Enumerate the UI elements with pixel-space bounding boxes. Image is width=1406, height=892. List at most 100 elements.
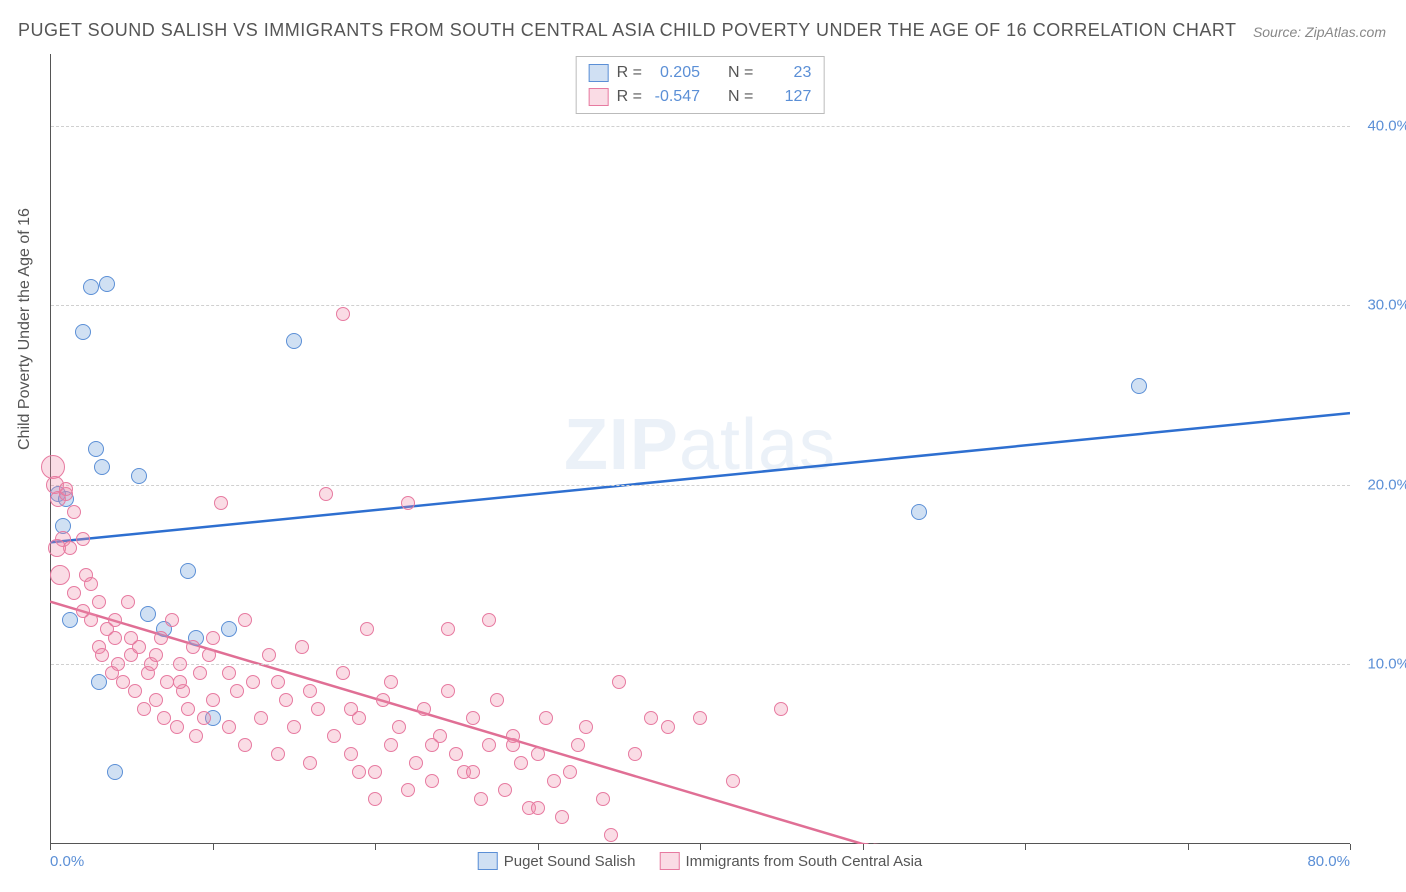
data-point [417, 702, 431, 716]
data-point [246, 675, 260, 689]
data-point [99, 276, 115, 292]
data-point [108, 613, 122, 627]
data-point [628, 747, 642, 761]
data-point [88, 441, 104, 457]
data-point [107, 764, 123, 780]
data-point [149, 693, 163, 707]
data-point [121, 595, 135, 609]
legend-item-blue: Puget Sound Salish [478, 852, 636, 870]
data-point [571, 738, 585, 752]
data-point [531, 747, 545, 761]
x-tick-mark [213, 844, 214, 850]
data-point [92, 595, 106, 609]
data-point [376, 693, 390, 707]
data-point [644, 711, 658, 725]
data-point [222, 720, 236, 734]
x-tick-mark [700, 844, 701, 850]
data-point [539, 711, 553, 725]
data-point [612, 675, 626, 689]
stats-legend-box: R = 0.205 N = 23 R = -0.547 N = 127 [576, 56, 825, 114]
y-tick-label: 30.0% [1355, 297, 1406, 314]
data-point [67, 586, 81, 600]
data-point [111, 657, 125, 671]
data-point [84, 613, 98, 627]
n-value-pink: 127 [761, 85, 811, 109]
data-point [95, 648, 109, 662]
data-point [726, 774, 740, 788]
legend-bottom: Puget Sound Salish Immigrants from South… [478, 852, 923, 870]
data-point [222, 666, 236, 680]
data-point [180, 563, 196, 579]
data-point [50, 565, 70, 585]
swatch-blue-icon [478, 852, 498, 870]
data-point [238, 738, 252, 752]
data-point [131, 468, 147, 484]
r-label: R = [617, 85, 642, 109]
data-point [490, 693, 504, 707]
x-tick-mark [1188, 844, 1189, 850]
data-point [84, 577, 98, 591]
data-point [271, 747, 285, 761]
data-point [279, 693, 293, 707]
data-point [579, 720, 593, 734]
data-point [197, 711, 211, 725]
data-point [506, 738, 520, 752]
data-point [531, 801, 545, 815]
data-point [319, 487, 333, 501]
data-point [221, 621, 237, 637]
r-value-blue: 0.205 [650, 61, 700, 85]
x-tick-mark [50, 844, 51, 850]
watermark: ZIPatlas [564, 404, 836, 486]
x-tick-mark [538, 844, 539, 850]
source-text: Source: ZipAtlas.com [1253, 24, 1386, 40]
data-point [67, 505, 81, 519]
data-point [425, 738, 439, 752]
data-point [108, 631, 122, 645]
data-point [498, 783, 512, 797]
data-point [149, 648, 163, 662]
data-point [352, 765, 366, 779]
data-point [409, 756, 423, 770]
data-point [911, 504, 927, 520]
data-point [466, 765, 480, 779]
data-point [160, 675, 174, 689]
data-point [140, 606, 156, 622]
data-point [547, 774, 561, 788]
data-point [555, 810, 569, 824]
data-point [238, 613, 252, 627]
data-point [311, 702, 325, 716]
x-tick-label: 0.0% [50, 853, 84, 870]
data-point [344, 702, 358, 716]
x-tick-mark [863, 844, 864, 850]
data-point [230, 684, 244, 698]
data-point [441, 684, 455, 698]
data-point [596, 792, 610, 806]
data-point [466, 711, 480, 725]
data-point [295, 640, 309, 654]
data-point [214, 496, 228, 510]
data-point [91, 674, 107, 690]
data-point [661, 720, 675, 734]
data-point [189, 729, 203, 743]
data-point [336, 307, 350, 321]
x-tick-mark [1350, 844, 1351, 850]
data-point [59, 482, 73, 496]
data-point [76, 532, 90, 546]
data-point [401, 783, 415, 797]
data-point [392, 720, 406, 734]
plot-area: ZIPatlas R = 0.205 N = 23 R = -0.547 N =… [50, 54, 1350, 844]
data-point [157, 711, 171, 725]
data-point [344, 747, 358, 761]
data-point [128, 684, 142, 698]
data-point [425, 774, 439, 788]
swatch-pink-icon [660, 852, 680, 870]
data-point [286, 333, 302, 349]
data-point [94, 459, 110, 475]
y-axis-label: Child Poverty Under the Age of 16 [16, 208, 34, 450]
data-point [303, 756, 317, 770]
data-point [173, 657, 187, 671]
data-point [83, 279, 99, 295]
data-point [202, 648, 216, 662]
grid-line [51, 664, 1350, 665]
legend-label-pink: Immigrants from South Central Asia [686, 853, 923, 870]
